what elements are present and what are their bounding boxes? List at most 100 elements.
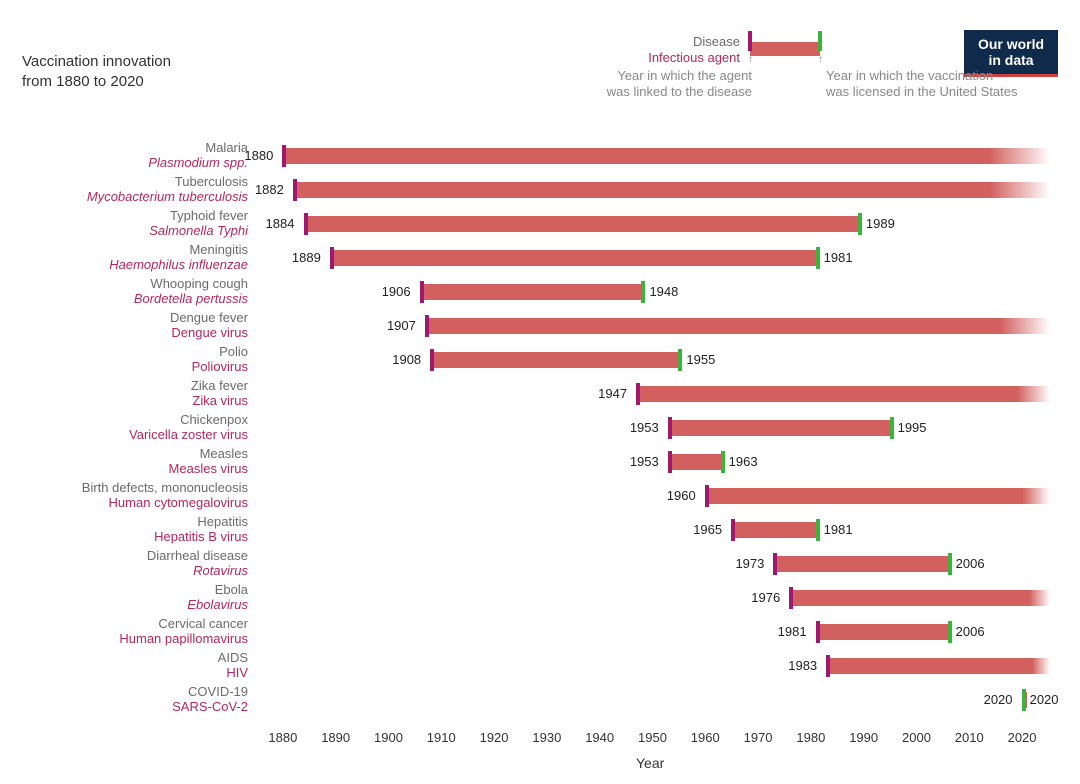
chart-row: Cervical cancerHuman papillomavirus19812… [0, 616, 1080, 648]
x-tick-label: 1890 [321, 730, 350, 745]
agent-label: Varicella zoster virus [129, 427, 248, 442]
end-tick [678, 349, 682, 371]
disease-label: Typhoid fever [170, 208, 248, 223]
chart-row: Dengue feverDengue virus1907 [0, 310, 1080, 342]
disease-label: Ebola [215, 582, 248, 597]
legend-left-note: Year in which the agent was linked to th… [580, 68, 752, 101]
disease-label: Measles [200, 446, 248, 461]
timeline-bar [284, 148, 1050, 164]
end-tick [948, 621, 952, 643]
legend-right-note: Year in which the vaccination was licens… [826, 68, 1056, 101]
chart-row: MeaslesMeasles virus19531963 [0, 446, 1080, 478]
agent-label: Ebolavirus [187, 597, 248, 612]
start-tick [789, 587, 793, 609]
agent-label: HIV [226, 665, 248, 680]
timeline-bar [775, 556, 949, 572]
x-tick-label: 1940 [585, 730, 614, 745]
disease-label: Malaria [205, 140, 248, 155]
chart-row: AIDSHIV1983 [0, 650, 1080, 682]
disease-label: Tuberculosis [175, 174, 248, 189]
agent-label: Salmonella Typhi [149, 223, 248, 238]
x-tick-label: 1900 [374, 730, 403, 745]
chart-row: TuberculosisMycobacterium tuberculosis 18… [0, 174, 1080, 206]
chart-row: HepatitisHepatitis B virus 1965 1981 [0, 514, 1080, 546]
chart-row: MeningitisHaemophilus influenzae18891981 [0, 242, 1080, 274]
legend: Disease Infectious agent ↑ ↑ Year in whi… [590, 34, 1050, 114]
chart-row: Typhoid feverSalmonella Typhi18841989 [0, 208, 1080, 240]
start-tick [425, 315, 429, 337]
disease-label: Cervical cancer [158, 616, 248, 631]
disease-label: COVID-19 [188, 684, 248, 699]
end-year-label: 1981 [824, 250, 853, 265]
x-tick-label: 2010 [955, 730, 984, 745]
timeline-bar [707, 488, 1050, 504]
agent-label: Rotavirus [193, 563, 248, 578]
timeline-bar [295, 182, 1050, 198]
title-line1: Vaccination innovation [22, 53, 171, 70]
x-tick-label: 1970 [744, 730, 773, 745]
end-year-label: 1948 [649, 284, 678, 299]
start-year-label: 1965 [693, 522, 722, 537]
start-tick [330, 247, 334, 269]
title-line2: from 1880 to 2020 [22, 73, 144, 90]
chart-row: EbolaEbolavirus1976 [0, 582, 1080, 614]
disease-label: Chickenpox [180, 412, 248, 427]
timeline-bar [306, 216, 860, 232]
start-year-label: 1889 [292, 250, 321, 265]
agent-label: Hepatitis B virus [154, 529, 248, 544]
legend-bar [750, 42, 820, 56]
legend-start-arrow: ↑ [748, 54, 753, 65]
x-tick-label: 1930 [532, 730, 561, 745]
start-year-label: 1973 [735, 556, 764, 571]
end-tick [890, 417, 894, 439]
end-tick [816, 247, 820, 269]
chart-row: PolioPoliovirus19081955 [0, 344, 1080, 376]
x-tick-label: 1960 [691, 730, 720, 745]
timeline-bar [791, 590, 1050, 606]
timeline-bar [670, 420, 892, 436]
start-tick [430, 349, 434, 371]
start-year-label: 1953 [630, 454, 659, 469]
start-year-label: 2020 [984, 692, 1013, 707]
start-tick [816, 621, 820, 643]
start-tick [304, 213, 308, 235]
end-tick [641, 281, 645, 303]
start-tick [420, 281, 424, 303]
timeline-bar [422, 284, 644, 300]
x-tick-label: 1880 [268, 730, 297, 745]
start-tick [282, 145, 286, 167]
timeline-bar [427, 318, 1050, 334]
end-year-label: 1981 [824, 522, 853, 537]
end-year-label: 2006 [956, 556, 985, 571]
end-tick [816, 519, 820, 541]
disease-label: Dengue fever [170, 310, 248, 325]
start-tick [636, 383, 640, 405]
legend-end-arrow: ↑ [818, 54, 823, 65]
end-tick [721, 451, 725, 473]
timeline-bar [733, 522, 817, 538]
x-tick-label: 1920 [480, 730, 509, 745]
start-tick [668, 451, 672, 473]
agent-label: Haemophilus influenzae [109, 257, 248, 272]
start-year-label: 1953 [630, 420, 659, 435]
start-tick [826, 655, 830, 677]
agent-label: Human papillomavirus [119, 631, 248, 646]
start-year-label: 1907 [387, 318, 416, 333]
start-tick [731, 519, 735, 541]
chart-row: Birth defects, mononucleosisHuman cytome… [0, 480, 1080, 512]
x-tick-label: 1950 [638, 730, 667, 745]
disease-label: Whooping cough [150, 276, 248, 291]
chart-row: Zika feverZika virus1947 [0, 378, 1080, 410]
agent-label: Poliovirus [192, 359, 248, 374]
legend-disease-label: Disease Infectious agent [590, 34, 740, 67]
x-tick-label: 1990 [849, 730, 878, 745]
start-tick [668, 417, 672, 439]
disease-label: Hepatitis [197, 514, 248, 529]
end-year-label: 1963 [729, 454, 758, 469]
legend-start-tick [748, 31, 752, 51]
chart-row: COVID-19SARS-CoV-220202020 [0, 684, 1080, 716]
x-tick-label: 1980 [796, 730, 825, 745]
end-year-label: 1989 [866, 216, 895, 231]
agent-label: Mycobacterium tuberculosis [87, 189, 248, 204]
start-year-label: 1882 [255, 182, 284, 197]
